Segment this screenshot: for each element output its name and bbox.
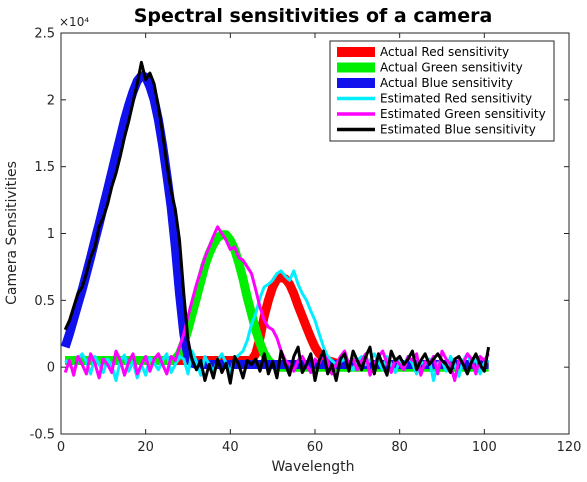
- x-tick-label: 40: [222, 440, 239, 455]
- x-tick-label: 120: [557, 440, 582, 455]
- legend-label-1: Actual Red sensitivity: [380, 45, 509, 59]
- y-axis-label: Camera Sensitivities: [4, 161, 20, 305]
- series-line-5: [63, 225, 490, 382]
- legend-entries: Actual Red sensitivity Actual Green sensi…: [337, 45, 546, 137]
- legend: Actual Red sensitivity Actual Green sensi…: [329, 40, 555, 142]
- x-axis-label: Wavelength: [271, 459, 354, 475]
- y-exponent-label: ×10⁴: [59, 15, 89, 29]
- y-tick-label: -0.5: [30, 428, 55, 443]
- y-tick-label: 2.5: [34, 27, 55, 42]
- y-tick-label: 1: [47, 227, 55, 242]
- y-axis: -0.5 0 0.5 1 1.5 2 2.5: [30, 27, 569, 443]
- x-tick-label: 20: [137, 440, 154, 455]
- x-axis: 0 20 40 60 80 100 120: [57, 33, 582, 455]
- y-tick-label: 2: [47, 93, 55, 108]
- legend-label-5: Estimated Green sensitivity: [380, 107, 546, 121]
- series-layer: [60, 60, 491, 385]
- legend-label-3: Actual Blue sensitivity: [380, 76, 513, 90]
- y-tick-label: 0.5: [34, 294, 55, 309]
- legend-label-6: Estimated Blue sensitivity: [380, 123, 536, 137]
- x-tick-label: 80: [391, 440, 408, 455]
- x-tick-label: 100: [472, 440, 497, 455]
- chart-title: Spectral sensitivities of a camera: [134, 5, 493, 27]
- legend-label-4: Estimated Red sensitivity: [380, 92, 532, 106]
- x-tick-label: 0: [57, 440, 65, 455]
- legend-label-2: Actual Green sensitivity: [380, 61, 523, 75]
- y-tick-label: 1.5: [34, 160, 55, 175]
- series-line-6: [63, 60, 491, 385]
- legend-box: [329, 40, 555, 142]
- y-tick-label: 0: [47, 361, 55, 376]
- x-tick-label: 60: [307, 440, 324, 455]
